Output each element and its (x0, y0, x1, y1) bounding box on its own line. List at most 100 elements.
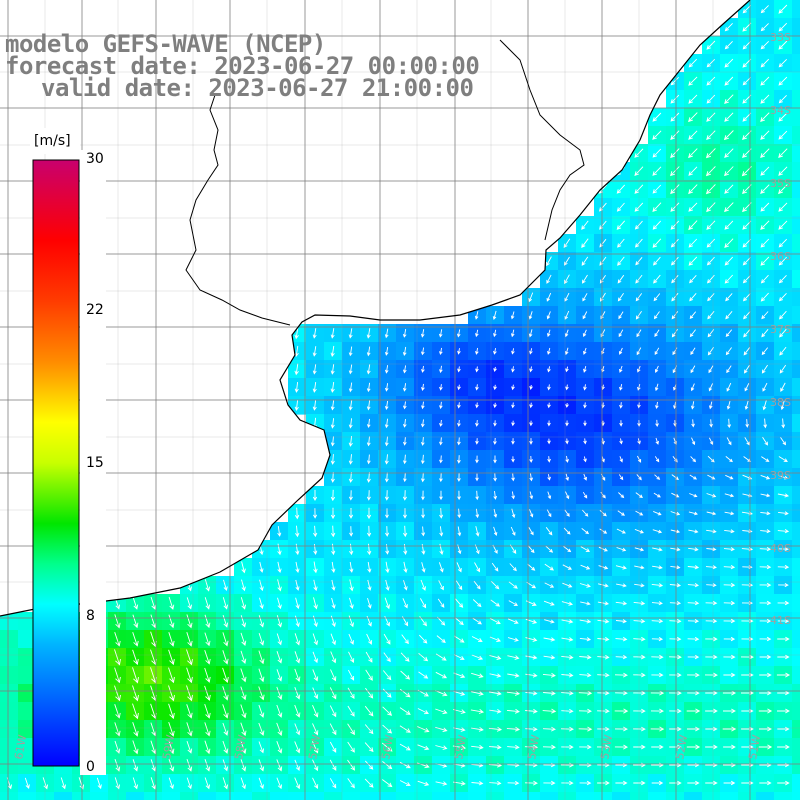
wind-arrow (329, 705, 337, 718)
wind-arrow (652, 112, 662, 122)
wind-arrow (654, 474, 661, 480)
field-cell (792, 594, 800, 613)
wind-arrow (439, 455, 443, 464)
wind-arrow (564, 347, 569, 356)
field-cell (666, 792, 685, 800)
wind-arrow (348, 418, 353, 429)
wind-arrow (546, 292, 552, 302)
wind-arrow (294, 723, 301, 736)
wind-arrow (780, 437, 787, 446)
wind-arrow (724, 58, 734, 68)
wind-arrow (778, 547, 789, 552)
wind-arrow (689, 275, 697, 284)
wind-arrow (689, 493, 698, 498)
wind-arrow (652, 565, 663, 570)
wind-arrow (654, 365, 659, 373)
wind-arrow (707, 474, 716, 480)
wind-arrow (114, 740, 121, 754)
field-cell (558, 792, 577, 800)
wind-arrow (652, 238, 662, 248)
wind-arrow (382, 779, 393, 788)
field-cell (0, 684, 19, 703)
wind-arrow (760, 493, 771, 498)
longitude-label: 61W (12, 734, 29, 761)
wind-arrow (471, 654, 484, 660)
wind-arrow (507, 673, 520, 678)
wind-arrow (204, 703, 211, 719)
wind-arrow (723, 654, 736, 660)
wind-arrow (259, 597, 264, 610)
wind-arrow (706, 130, 716, 140)
wind-arrow (546, 329, 551, 338)
wind-arrow (652, 220, 662, 230)
field-cell (792, 522, 800, 541)
wind-arrow (615, 636, 628, 642)
wind-arrow (724, 238, 734, 248)
wind-arrow (760, 202, 770, 212)
wind-arrow (671, 292, 679, 302)
wind-arrow (527, 563, 536, 571)
wind-arrow (435, 781, 448, 786)
field-cell (792, 360, 800, 379)
field-cell (792, 540, 800, 559)
wind-arrow (168, 703, 175, 720)
wind-arrow (687, 726, 700, 732)
field-cell (792, 738, 800, 757)
wind-arrow (529, 402, 533, 409)
wind-arrow (348, 400, 353, 411)
wind-arrow (402, 437, 407, 446)
wind-arrow (761, 364, 768, 374)
wind-arrow (582, 329, 587, 338)
wind-arrow (492, 310, 497, 321)
wind-arrow (564, 310, 570, 320)
wind-arrow (259, 561, 264, 573)
wind-arrow (384, 597, 390, 610)
wind-arrow (186, 667, 193, 684)
wind-arrow (651, 637, 664, 642)
field-cell (90, 792, 109, 800)
wind-arrow (510, 329, 515, 338)
latitude-label: 39S (770, 469, 791, 482)
wind-arrow (472, 599, 482, 608)
wind-arrow (706, 274, 715, 284)
wind-arrow (527, 545, 535, 554)
wind-arrow (186, 649, 193, 666)
wind-arrow (439, 419, 443, 427)
field-cell (792, 774, 800, 793)
wind-arrow (633, 708, 646, 714)
wind-arrow (312, 669, 319, 682)
wind-arrow (348, 490, 353, 501)
wind-arrow (546, 311, 551, 320)
wind-arrow (564, 256, 570, 266)
wind-arrow (331, 579, 336, 591)
wind-arrow (258, 759, 265, 772)
wind-arrow (562, 564, 573, 570)
wind-arrow (132, 740, 139, 755)
wind-arrow (653, 293, 661, 302)
wind-arrow (403, 508, 407, 519)
wind-arrow (435, 726, 448, 733)
wind-arrow (475, 455, 479, 464)
wind-arrow (399, 743, 411, 751)
wind-arrow (564, 274, 570, 285)
wind-arrow (670, 76, 680, 86)
wind-arrow (258, 777, 264, 790)
wind-arrow (633, 619, 646, 624)
wind-arrow (760, 474, 771, 480)
wind-arrow (524, 780, 538, 786)
wind-arrow (688, 58, 698, 68)
wind-arrow (114, 704, 121, 719)
wind-arrow (759, 564, 772, 570)
wind-arrow (670, 547, 681, 552)
wind-arrow (331, 561, 336, 574)
wind-arrow (583, 438, 587, 445)
wind-arrow (312, 364, 317, 375)
wind-arrow (329, 687, 337, 700)
wind-arrow (760, 23, 769, 32)
border-argentina-uruguay (185, 94, 291, 326)
wind-arrow (616, 547, 627, 552)
wind-arrow (312, 400, 317, 411)
wind-arrow (475, 490, 479, 501)
wind-arrow (741, 690, 754, 696)
field-cell (36, 792, 55, 800)
